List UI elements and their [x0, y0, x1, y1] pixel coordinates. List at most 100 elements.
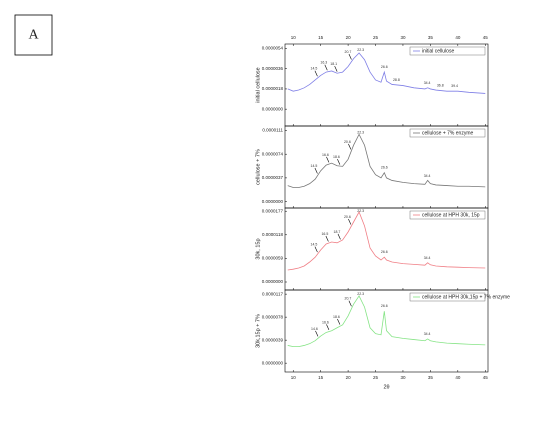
- line-series: [287, 295, 486, 348]
- y-tick-label: 0.0000000: [262, 360, 284, 365]
- y-tick-label: 0.0000117: [262, 291, 283, 296]
- y-tick-label: 0.0000000: [262, 106, 284, 111]
- x-tick-label: 35: [428, 375, 434, 380]
- y-tick-label: 0.0000078: [262, 314, 284, 319]
- peak-arrow: [314, 167, 318, 174]
- y-tick-label: 0.0000074: [262, 151, 284, 156]
- peak-arrow: [314, 70, 318, 77]
- x-tick-label: 45: [483, 35, 489, 40]
- peak-label: 20.6: [344, 215, 351, 219]
- plot-frame: [284, 207, 489, 291]
- peak-arrow: [325, 235, 329, 242]
- label-box: [14, 14, 53, 56]
- peak-label: 16.5: [321, 232, 328, 236]
- plot-frame: [284, 289, 489, 373]
- y-tick-label: 0.0000111: [262, 128, 283, 133]
- legend-label: cellulose at HPH 30k, 15p: [422, 213, 480, 219]
- peak-arrow: [326, 156, 330, 163]
- y-axis-label: initial cellulose: [255, 67, 261, 102]
- y-tick-label: 0.0000118: [262, 232, 283, 237]
- peak-label: 22.3: [357, 209, 364, 213]
- peak-arrow: [337, 318, 341, 325]
- peak-arrow: [348, 143, 352, 150]
- peak-label: 18.6: [333, 315, 340, 319]
- peak-label: 39.4: [451, 84, 458, 88]
- peak-label: 20.6: [344, 140, 351, 144]
- peak-label: 22.3: [357, 48, 364, 52]
- peak-arrow: [348, 218, 352, 225]
- peak-label: 16.3: [320, 61, 327, 65]
- peak-label: 18.1: [330, 62, 337, 66]
- peak-label: 22.3: [357, 292, 364, 296]
- legend-box: [409, 210, 486, 220]
- x-tick-label: 20: [346, 35, 352, 40]
- peak-label: 34.4: [424, 256, 431, 260]
- x-tick-label: 40: [455, 35, 461, 40]
- peak-label: 26.6: [381, 166, 388, 170]
- x-tick-label: 30: [400, 375, 406, 380]
- y-tick-label: 0.0000018: [262, 86, 284, 91]
- x-tick-label: 10: [291, 375, 297, 380]
- x-tick-label: 35: [428, 35, 434, 40]
- y-tick-label: 0.0000000: [262, 199, 284, 204]
- y-tick-label: 0.0000054: [262, 46, 284, 51]
- y-tick-label: 0.0000177: [262, 208, 284, 213]
- peak-label: 26.6: [381, 304, 388, 308]
- x-tick-label: 25: [373, 35, 379, 40]
- peak-arrow: [348, 300, 352, 307]
- peak-label: 34.4: [424, 332, 431, 336]
- x-tick-label: 30: [400, 35, 406, 40]
- peak-label: 34.4: [424, 174, 431, 178]
- x-tick-label: 20: [346, 375, 352, 380]
- legend-label: cellulose at HPH 30k,15p + 7% enzyme: [422, 295, 510, 301]
- peak-label: 28.8: [393, 78, 400, 82]
- y-tick-label: 0.0000059: [262, 256, 284, 261]
- x-tick-label: 15: [318, 375, 324, 380]
- peak-label: 18.6: [333, 155, 340, 159]
- peak-arrow: [315, 330, 319, 337]
- peak-arrow: [324, 64, 328, 71]
- line-series: [287, 133, 486, 188]
- y-tick-label: 0.0000000: [262, 279, 284, 284]
- peak-label: 20.7: [345, 50, 352, 54]
- peak-label: 16.6: [322, 320, 329, 324]
- peak-arrow: [337, 158, 341, 165]
- y-tick-label: 0.0000039: [262, 337, 284, 342]
- y-tick-label: 0.0000037: [262, 175, 284, 180]
- y-axis-label: 30k, 15p: [255, 238, 261, 259]
- line-series: [287, 52, 486, 94]
- y-tick-label: 0.0000036: [262, 66, 284, 71]
- peak-label: 18.7: [334, 230, 341, 234]
- peak-arrow: [337, 233, 341, 240]
- legend-label: initial cellulose: [422, 49, 454, 55]
- peak-arrow: [326, 324, 330, 331]
- figure-label: A: [28, 28, 39, 43]
- legend-box: [409, 292, 486, 302]
- legend-box: [409, 128, 486, 138]
- peak-label: 14.6: [311, 327, 318, 331]
- x-axis-label: 2θ: [383, 384, 389, 390]
- y-axis-label: 30k,15p + 7%: [255, 314, 261, 348]
- peak-label: 14.5: [311, 243, 318, 247]
- peak-label: 36.8: [437, 83, 444, 87]
- peak-label: 34.4: [424, 81, 431, 85]
- legend-box: [409, 46, 486, 56]
- peak-label: 16.6: [322, 153, 329, 157]
- x-tick-label: 15: [318, 35, 324, 40]
- peak-label: 20.7: [345, 297, 352, 301]
- peak-arrow: [348, 53, 352, 60]
- x-tick-label: 40: [455, 375, 461, 380]
- line-series: [287, 211, 486, 271]
- peak-label: 22.3: [357, 131, 364, 135]
- x-tick-label: 45: [483, 375, 489, 380]
- x-tick-label: 25: [373, 375, 379, 380]
- y-axis-label: cellulose + 7%: [255, 149, 261, 185]
- peak-label: 26.6: [381, 65, 388, 69]
- peak-label: 26.6: [381, 250, 388, 254]
- peak-arrow: [314, 246, 318, 253]
- peak-label: 14.5: [311, 164, 318, 168]
- peak-label: 14.5: [311, 67, 318, 71]
- peak-arrow: [334, 65, 338, 72]
- x-tick-label: 10: [291, 35, 297, 40]
